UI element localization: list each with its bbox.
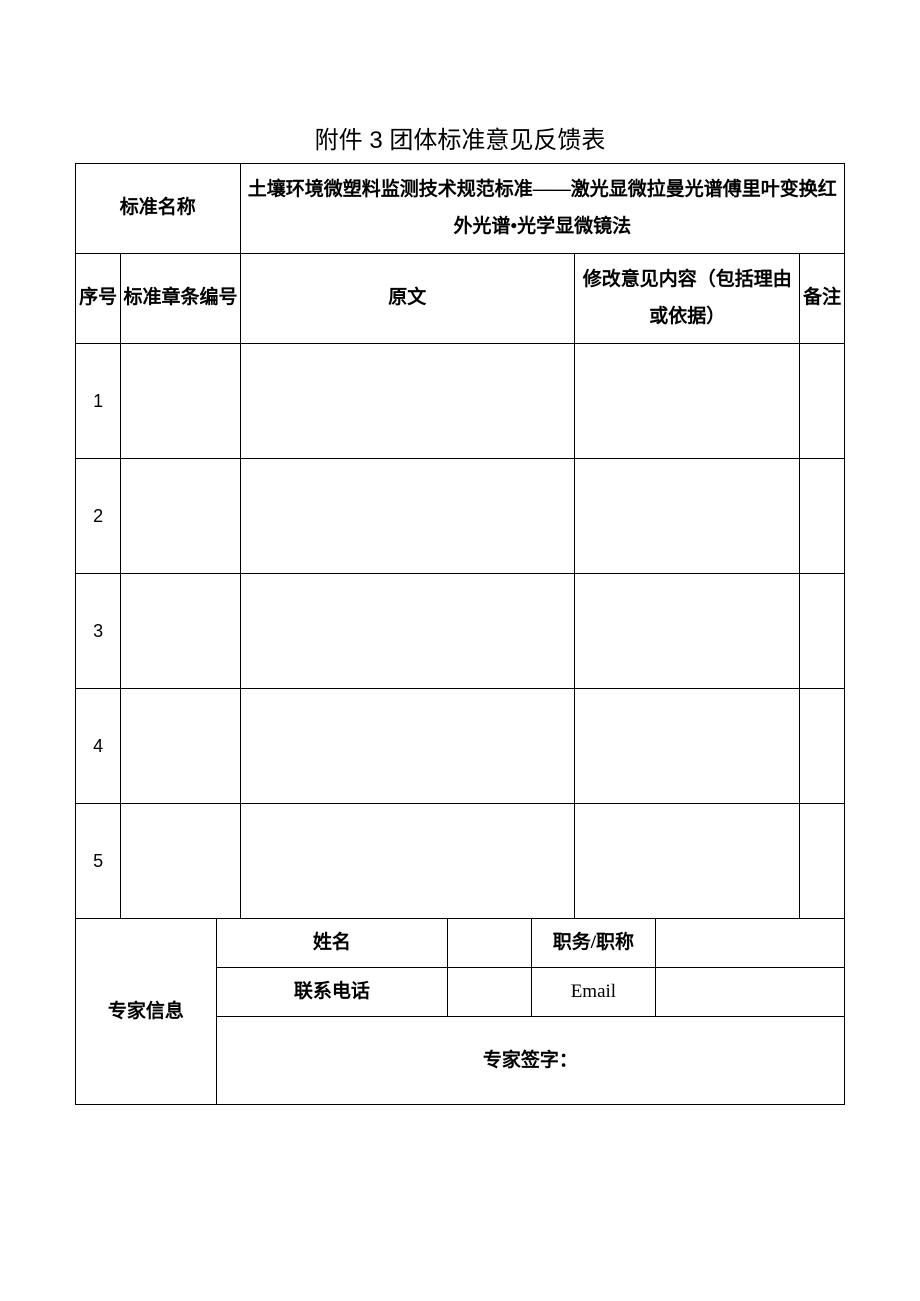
header-remark: 备注	[800, 254, 845, 344]
table-row: 3	[76, 574, 845, 689]
cell-remark[interactable]	[800, 459, 845, 574]
expert-name-row: 专家信息 姓名 职务/职称	[76, 919, 845, 968]
cell-modification[interactable]	[575, 804, 800, 919]
cell-original[interactable]	[240, 459, 575, 574]
expert-email-value[interactable]	[655, 968, 844, 1017]
expert-position-value[interactable]	[655, 919, 844, 968]
header-modification: 修改意见内容（包括理由或依据）	[575, 254, 800, 344]
cell-remark[interactable]	[800, 689, 845, 804]
cell-seq: 4	[76, 689, 121, 804]
header-seq: 序号	[76, 254, 121, 344]
standard-name-label: 标准名称	[76, 164, 241, 254]
expert-phone-label: 联系电话	[216, 968, 447, 1017]
expert-name-value[interactable]	[448, 919, 532, 968]
cell-chapter[interactable]	[121, 344, 240, 459]
cell-original[interactable]	[240, 804, 575, 919]
cell-original[interactable]	[240, 689, 575, 804]
table-row: 5	[76, 804, 845, 919]
cell-chapter[interactable]	[121, 574, 240, 689]
cell-original[interactable]	[240, 574, 575, 689]
table-row: 1	[76, 344, 845, 459]
cell-modification[interactable]	[575, 574, 800, 689]
cell-seq: 5	[76, 804, 121, 919]
cell-seq: 3	[76, 574, 121, 689]
cell-modification[interactable]	[575, 344, 800, 459]
expert-name-label: 姓名	[216, 919, 447, 968]
cell-seq: 2	[76, 459, 121, 574]
cell-modification[interactable]	[575, 459, 800, 574]
table-row: 2	[76, 459, 845, 574]
cell-modification[interactable]	[575, 689, 800, 804]
cell-chapter[interactable]	[121, 459, 240, 574]
cell-original[interactable]	[240, 344, 575, 459]
standard-name-row: 标准名称 土壤环境微塑料监测技术规范标准——激光显微拉曼光谱傅里叶变换红外光谱•…	[76, 164, 845, 254]
cell-chapter[interactable]	[121, 689, 240, 804]
expert-phone-value[interactable]	[448, 968, 532, 1017]
table-row: 4	[76, 689, 845, 804]
cell-remark[interactable]	[800, 804, 845, 919]
expert-email-label: Email	[531, 968, 655, 1017]
standard-name-value: 土壤环境微塑料监测技术规范标准——激光显微拉曼光谱傅里叶变换红外光谱•光学显微镜…	[240, 164, 844, 254]
feedback-table: 标准名称 土壤环境微塑料监测技术规范标准——激光显微拉曼光谱傅里叶变换红外光谱•…	[75, 163, 845, 1105]
expert-position-label: 职务/职称	[531, 919, 655, 968]
header-original: 原文	[240, 254, 575, 344]
cell-chapter[interactable]	[121, 804, 240, 919]
cell-remark[interactable]	[800, 344, 845, 459]
cell-seq: 1	[76, 344, 121, 459]
header-row: 序号 标准章条编号 原文 修改意见内容（包括理由或依据） 备注	[76, 254, 845, 344]
expert-signature-label[interactable]: 专家签字：	[216, 1017, 844, 1105]
expert-section-label: 专家信息	[76, 919, 217, 1105]
cell-remark[interactable]	[800, 574, 845, 689]
document-title: 附件 3 团体标准意见反馈表	[75, 120, 845, 155]
header-chapter: 标准章条编号	[121, 254, 240, 344]
